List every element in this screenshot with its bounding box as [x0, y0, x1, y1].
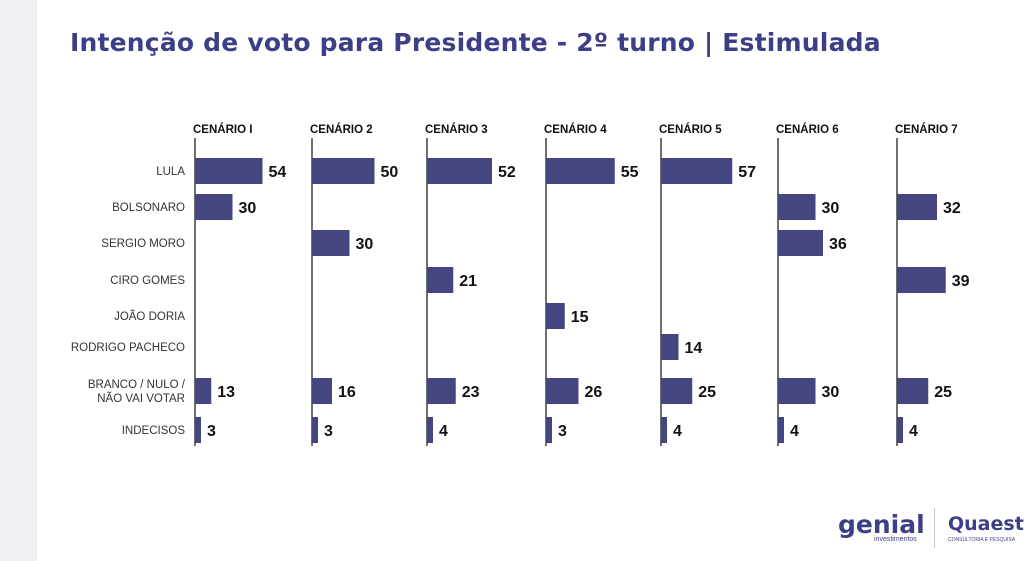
- value-label: 3: [207, 423, 216, 440]
- scenario-header: CENÁRIO 4: [544, 123, 607, 136]
- bar: [778, 194, 816, 220]
- bar: [897, 194, 937, 220]
- value-label: 3: [558, 423, 567, 440]
- value-label: 3: [324, 423, 333, 440]
- value-label: 57: [738, 164, 756, 181]
- chart-title: Intenção de voto para Presidente - 2º tu…: [70, 28, 881, 57]
- bar: [427, 267, 454, 293]
- bar: [778, 230, 823, 256]
- bar: [195, 194, 233, 220]
- bar: [897, 417, 903, 443]
- value-label: 36: [829, 236, 847, 253]
- scenario-header: CENÁRIO 2: [310, 123, 373, 136]
- bar: [897, 378, 929, 404]
- category-label: SERGIO MORO: [101, 238, 185, 250]
- value-label: 32: [943, 200, 961, 217]
- quaest-logo-subtitle: CONSULTORIA E PESQUISA: [948, 537, 1016, 543]
- scenario-header: CENÁRIO 5: [659, 123, 722, 136]
- bar: [195, 378, 212, 404]
- logo-divider: [934, 508, 935, 548]
- value-label: 30: [822, 384, 840, 401]
- value-label: 30: [822, 200, 840, 217]
- logos: genial investimentos Quaest CONSULTORIA …: [830, 508, 1024, 553]
- bar: [546, 303, 565, 329]
- category-label: LULA: [156, 166, 185, 178]
- bar: [312, 158, 375, 184]
- value-label: 30: [356, 236, 374, 253]
- scenario-header: CENÁRIO I: [193, 123, 252, 136]
- quaest-logo: Quaest: [948, 513, 1024, 535]
- bar: [661, 378, 693, 404]
- scenario-header: CENÁRIO 6: [776, 123, 839, 136]
- value-label: 25: [934, 384, 952, 401]
- value-label: 14: [685, 340, 703, 357]
- value-label: 21: [459, 273, 477, 290]
- value-label: 16: [338, 384, 356, 401]
- value-label: 26: [585, 384, 603, 401]
- bar: [427, 378, 456, 404]
- genial-logo-subtitle: investimentos: [874, 536, 917, 543]
- category-label: BRANCO / NULO /: [88, 379, 186, 391]
- category-label: NÃO VAI VOTAR: [97, 392, 185, 405]
- bar: [546, 417, 552, 443]
- value-label: 30: [239, 200, 257, 217]
- value-label: 50: [381, 164, 399, 181]
- bar: [195, 417, 201, 443]
- bar: [427, 158, 492, 184]
- bar: [661, 158, 733, 184]
- value-label: 4: [909, 423, 918, 440]
- value-label: 54: [269, 164, 287, 181]
- category-label: BOLSONARO: [112, 202, 185, 214]
- scenario-header: CENÁRIO 3: [425, 123, 488, 136]
- bar: [312, 230, 350, 256]
- bar: [661, 417, 667, 443]
- value-label: 39: [952, 273, 970, 290]
- bar: [778, 417, 784, 443]
- scenario-header: CENÁRIO 7: [895, 123, 958, 136]
- genial-logo: genial: [838, 510, 925, 539]
- bar: [778, 378, 816, 404]
- bar: [897, 267, 946, 293]
- value-label: 4: [439, 423, 448, 440]
- bar: [195, 158, 263, 184]
- value-label: 13: [217, 384, 235, 401]
- bar: [546, 378, 579, 404]
- category-label: CIRO GOMES: [110, 275, 185, 287]
- value-label: 55: [621, 164, 639, 181]
- bar: [427, 417, 433, 443]
- category-label: JOÃO DORIA: [114, 310, 185, 323]
- value-label: 4: [790, 423, 799, 440]
- value-label: 15: [571, 309, 589, 326]
- category-label: INDECISOS: [122, 425, 186, 437]
- category-label: RODRIGO PACHECO: [71, 342, 185, 354]
- value-label: 25: [698, 384, 716, 401]
- bar: [546, 158, 615, 184]
- bar: [312, 417, 318, 443]
- value-label: 4: [673, 423, 682, 440]
- bar: [661, 334, 679, 360]
- value-label: 23: [462, 384, 480, 401]
- bar: [312, 378, 332, 404]
- slide-background: [37, 0, 1024, 561]
- value-label: 52: [498, 164, 516, 181]
